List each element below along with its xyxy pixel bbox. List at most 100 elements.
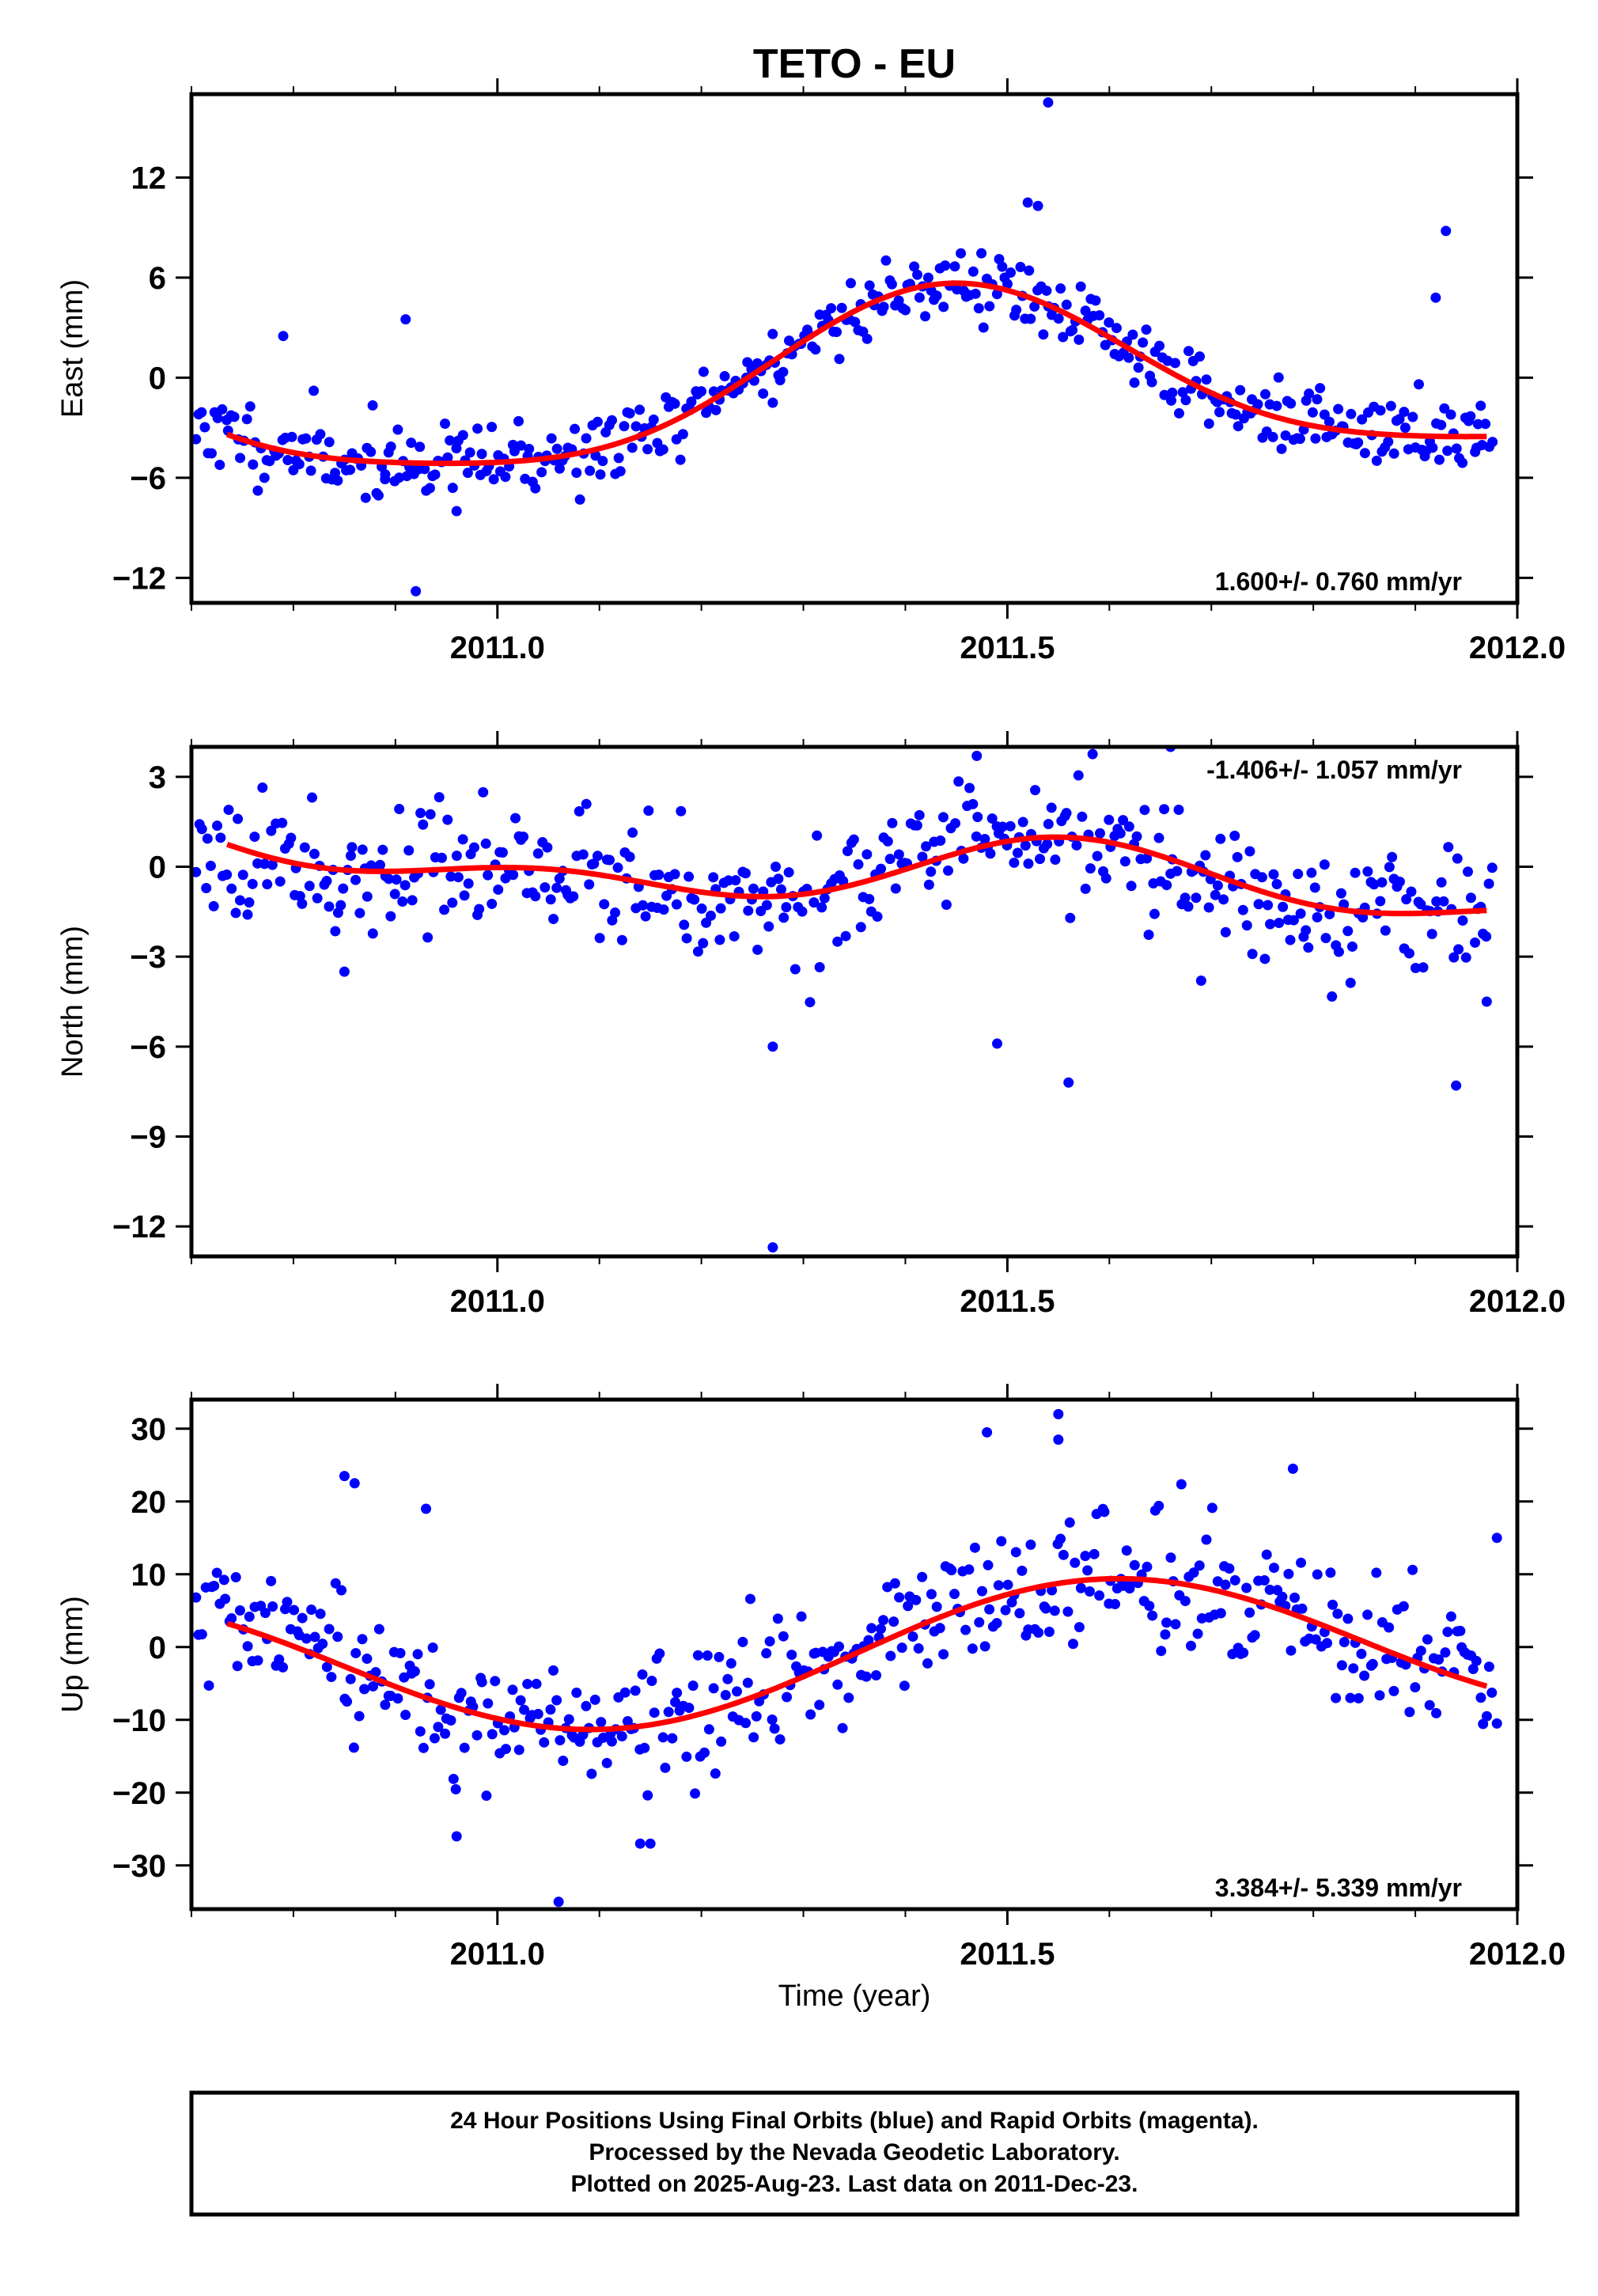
data-point [1310,433,1321,444]
plot-frame [189,1397,1520,1911]
data-point [282,1597,293,1608]
data-point [373,490,384,501]
data-point [1014,1608,1025,1619]
data-point [332,475,343,486]
data-point [1195,351,1206,362]
data-point [487,422,498,433]
data-point [394,804,405,815]
data-point [1327,1599,1339,1610]
data-point [1073,770,1084,781]
y-tick-label: −3 [130,940,166,975]
data-point [226,1612,237,1623]
data-point [568,891,579,902]
data-point [853,859,864,870]
data-point [672,1688,683,1699]
data-point [926,866,937,877]
data-point [619,1687,630,1698]
data-point [715,903,726,914]
data-point [882,1582,893,1593]
data-point [1335,888,1346,899]
data-point [1440,1647,1451,1658]
data-point [374,859,385,870]
data-point [964,782,975,794]
data-point [710,1768,721,1779]
data-point [205,860,216,871]
x-tick-label: 2012.0 [1469,1284,1566,1319]
data-point-outlier [451,1831,462,1842]
data-point-outlier [400,314,411,325]
x-axis-label: Time (year) [778,1980,931,2013]
data-point [1247,949,1258,960]
data-point [1433,454,1445,465]
data-point-outlier [1451,1080,1462,1091]
data-point [1005,820,1016,832]
data-point [774,374,786,385]
data-point [922,272,933,283]
data-point [1012,847,1023,858]
x-tick-label: 2011.5 [960,1937,1055,1972]
data-point [1453,944,1464,955]
data-point [289,1605,300,1616]
data-point [1049,1605,1060,1616]
data-point [949,1589,960,1600]
data-point [991,1618,1002,1629]
data-point [488,474,499,485]
data-point [730,875,741,886]
data-point [866,1623,877,1634]
data-point [1475,1692,1486,1703]
data-point [450,1784,461,1795]
data-point [1285,934,1296,945]
data-point [1215,1608,1226,1619]
data-point [1253,899,1264,910]
data-point [1010,1547,1021,1558]
data-point [196,1629,207,1640]
data-point [1418,962,1429,973]
data-point [425,809,436,820]
data-point [926,1589,937,1600]
data-point [878,301,889,313]
data-point [391,874,402,885]
data-point [1407,1564,1418,1575]
data-point [1002,1579,1013,1590]
data-point-outlier [767,1041,778,1052]
data-point [814,962,825,973]
data-point [218,1574,229,1586]
data-point [1307,407,1318,418]
data-point [882,835,893,847]
data-point [1304,388,1315,400]
data-point [1201,374,1212,385]
data-point [774,1733,786,1745]
data-point [383,873,394,885]
data-point [1319,409,1330,420]
data-point [686,396,697,407]
data-point [442,814,453,825]
data-point [1180,1596,1191,1607]
data-point [1455,1625,1466,1636]
data-point [1075,281,1086,292]
data-point [226,883,237,894]
data-point-outlier [278,331,289,342]
data-point [1384,862,1395,873]
data-point [370,1667,381,1678]
y-tick-label: 30 [131,1412,167,1447]
data-point [1080,1551,1091,1562]
data-point [1438,896,1449,907]
data-point [967,1643,978,1654]
data-point-outlier [1053,1408,1064,1419]
data-point [229,411,240,422]
data-point [548,913,559,924]
data-point [1110,1599,1121,1610]
data-point [558,1756,569,1767]
data-point [917,851,928,862]
data-point [613,453,624,464]
rate-label: 1.600+/- 0.760 mm/yr [1215,567,1462,596]
data-point [719,371,730,382]
data-point [551,882,562,893]
data-point [267,859,278,870]
data-point [1147,1610,1158,1621]
data-point [585,465,596,476]
y-tick-label: −20 [112,1776,166,1811]
data-point [212,412,223,423]
data-point [740,868,751,879]
data-point [345,1673,356,1684]
